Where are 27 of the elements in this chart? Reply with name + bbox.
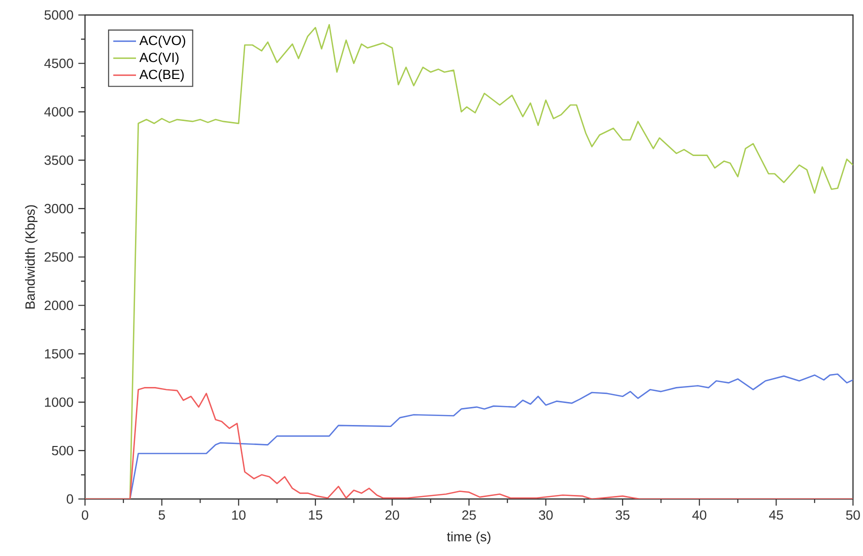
legend-label: AC(BE) [139,69,184,82]
x-tick-label: 50 [846,510,860,520]
x-tick-label: 40 [692,510,706,520]
x-tick-label: 35 [616,510,630,520]
y-tick-label: 1500 [44,349,74,358]
x-tick-label: 5 [158,510,165,520]
y-tick-label: 4500 [44,58,74,68]
x-tick-label: 30 [538,510,553,520]
x-tick-label: 0 [82,510,88,520]
x-tick-label: 25 [462,510,476,520]
y-tick-label: 4000 [44,107,74,117]
y-tick-label: 3000 [44,204,74,214]
x-tick-label: 20 [385,510,400,520]
y-tick-label: 1000 [44,397,74,407]
y-tick-label: 2500 [44,252,74,262]
y-axis-title: Bandwidth (Kbps) [25,205,38,309]
x-tick-label: 10 [232,510,246,520]
x-tick-label: 15 [309,510,322,520]
y-tick-label: 2000 [44,300,74,310]
legend-label: AC(VI) [139,52,179,65]
x-axis-title: time (s) [446,532,490,544]
y-tick-label: 3500 [44,155,74,165]
y-tick-label: 500 [52,446,74,456]
legend-label: AC(VO) [139,35,186,48]
x-tick-label: 45 [769,510,784,520]
y-tick-label: 5000 [44,10,74,20]
y-tick-label: 0 [66,494,74,504]
